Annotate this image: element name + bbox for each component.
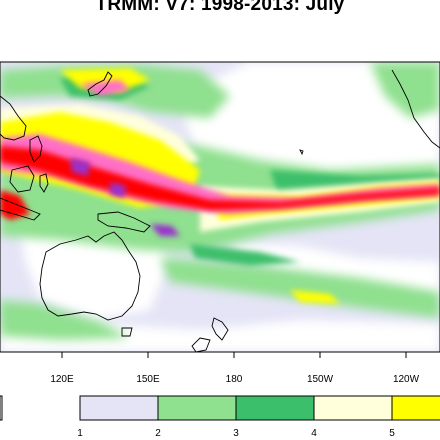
colorbar-label: 4 xyxy=(311,428,317,439)
lon-tick-label: 180 xyxy=(226,374,243,385)
map-panel xyxy=(0,62,440,352)
colorbar-box xyxy=(235,395,315,421)
philippines-coastline xyxy=(29,135,43,163)
colorbar-box xyxy=(313,395,393,421)
sulawesi-coastline xyxy=(39,173,49,193)
longitude-axis: 120E 150E 180 150W 120W xyxy=(50,352,420,385)
hawaii-coastline xyxy=(299,149,304,156)
new-zealand-south-coastline xyxy=(191,337,211,352)
colorbar: 123457.5 xyxy=(0,395,440,439)
new-zealand-north-coastline xyxy=(211,317,229,341)
lon-tick-label: 120W xyxy=(393,374,420,385)
colorbar-label: 1 xyxy=(77,428,83,439)
colorbar-label: 3 xyxy=(233,428,239,439)
japan-coastline xyxy=(87,71,113,97)
sumatra-java-coastline xyxy=(0,197,41,221)
colorbar-box xyxy=(0,395,3,421)
colorbar-box xyxy=(79,395,159,421)
lon-tick-label: 120E xyxy=(50,374,74,385)
map-title: TRMM: V7: 1998-2013: July xyxy=(95,0,345,15)
borneo-coastline xyxy=(9,165,35,193)
colorbar-box xyxy=(157,395,237,421)
lon-tick-label: 150E xyxy=(136,374,160,385)
map-frame xyxy=(0,61,440,353)
lon-tick-label: 150W xyxy=(307,374,334,385)
colorbar-label: 2 xyxy=(155,428,161,439)
asia-coastline xyxy=(0,95,27,141)
north-america-coastline xyxy=(391,69,440,149)
purple-zones xyxy=(70,158,180,236)
australia-coastline xyxy=(39,231,141,321)
papua-coastline xyxy=(97,211,151,233)
colorbar-box xyxy=(391,395,440,421)
tasmania-coastline xyxy=(121,327,133,337)
coastlines xyxy=(0,69,440,352)
colorbar-label: 5 xyxy=(389,428,395,439)
